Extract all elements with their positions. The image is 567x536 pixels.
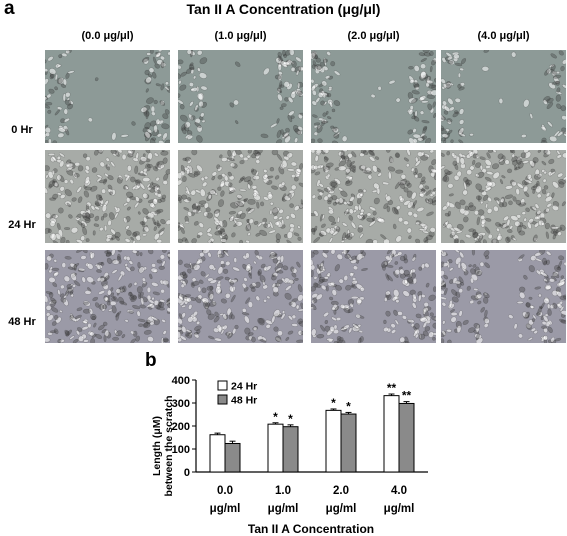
significance-0-3: ** xyxy=(387,381,397,395)
row-label-1: 24 Hr xyxy=(8,219,36,231)
y-tick-label-0: 0 xyxy=(184,467,190,479)
legend-swatch-1 xyxy=(217,394,228,405)
x-tick-unit-1: μg/ml xyxy=(268,503,299,515)
significance-0-2: * xyxy=(331,396,336,410)
y-tick-label-3: 300 xyxy=(172,398,190,410)
column-label-1: (1.0 μg/μl) xyxy=(214,30,267,42)
x-tick-label-0: 0.0 xyxy=(217,485,233,497)
y-tick-label-2: 200 xyxy=(172,421,190,433)
x-tick-label-3: 4.0 xyxy=(391,485,407,497)
bar-0-0 xyxy=(209,434,226,473)
micrograph-1-0 xyxy=(45,150,170,243)
y-tick-label-4: 400 xyxy=(172,375,190,387)
bar-1-1 xyxy=(282,426,299,473)
x-tick-unit-3: μg/ml xyxy=(384,503,415,515)
micrograph-2-1 xyxy=(178,250,303,343)
panel-a-title: Tan II A Concentration (μg/μl) xyxy=(186,1,381,17)
significance-1-3: ** xyxy=(402,389,412,403)
legend-label-0: 24 Hr xyxy=(231,381,257,393)
micrograph-2-0 xyxy=(45,250,170,343)
bar-1-0 xyxy=(224,442,241,473)
column-label-2: (2.0 μg/μl) xyxy=(347,30,400,42)
bar-1-2 xyxy=(340,413,357,473)
panel-a-letter: a xyxy=(4,0,15,19)
micrograph-2-3 xyxy=(441,250,566,343)
micrograph-0-0 xyxy=(45,50,170,143)
significance-0-1: * xyxy=(273,410,278,424)
y-axis-title-line-1: Length (μM) xyxy=(151,416,163,476)
significance-1-2: * xyxy=(346,399,351,413)
scratch-length-bar-chart: Length (μM) between the scratch 0 100 200 3… xyxy=(151,375,428,536)
x-tick-label-1: 1.0 xyxy=(275,485,291,497)
x-tick-unit-2: μg/ml xyxy=(326,503,357,515)
x-axis-title: Tan II A Concentration xyxy=(248,522,374,536)
column-label-0: (0.0 μg/μl) xyxy=(81,30,134,42)
y-axis-title: Length (μM) between the scratch xyxy=(151,396,175,497)
bar-0-2 xyxy=(325,409,342,473)
micrograph-0-2 xyxy=(311,50,436,143)
legend-swatch-0 xyxy=(217,380,228,391)
legend-label-1: 48 Hr xyxy=(231,395,257,407)
bar-0-3 xyxy=(383,395,400,473)
micrograph-0-3 xyxy=(441,50,566,143)
y-tick-label-1: 100 xyxy=(172,444,190,456)
x-tick-label-2: 2.0 xyxy=(333,485,349,497)
bar-1-3 xyxy=(398,402,415,473)
column-label-3: (4.0 μg/μl) xyxy=(477,30,530,42)
significance-1-1: * xyxy=(288,412,293,426)
row-label-0: 0 Hr xyxy=(11,124,33,136)
micrograph-0-1 xyxy=(178,50,303,143)
micrograph-1-1 xyxy=(178,150,303,243)
row-label-2: 48 Hr xyxy=(8,316,36,328)
micrograph-1-3 xyxy=(441,150,566,243)
y-axis-title-line-2: between the scratch xyxy=(163,396,175,497)
x-tick-unit-0: μg/ml xyxy=(210,503,241,515)
bar-0-1 xyxy=(267,423,284,473)
micrograph-2-2 xyxy=(311,250,436,343)
panel-b-letter: b xyxy=(145,350,157,371)
micrograph-1-2 xyxy=(311,150,436,243)
